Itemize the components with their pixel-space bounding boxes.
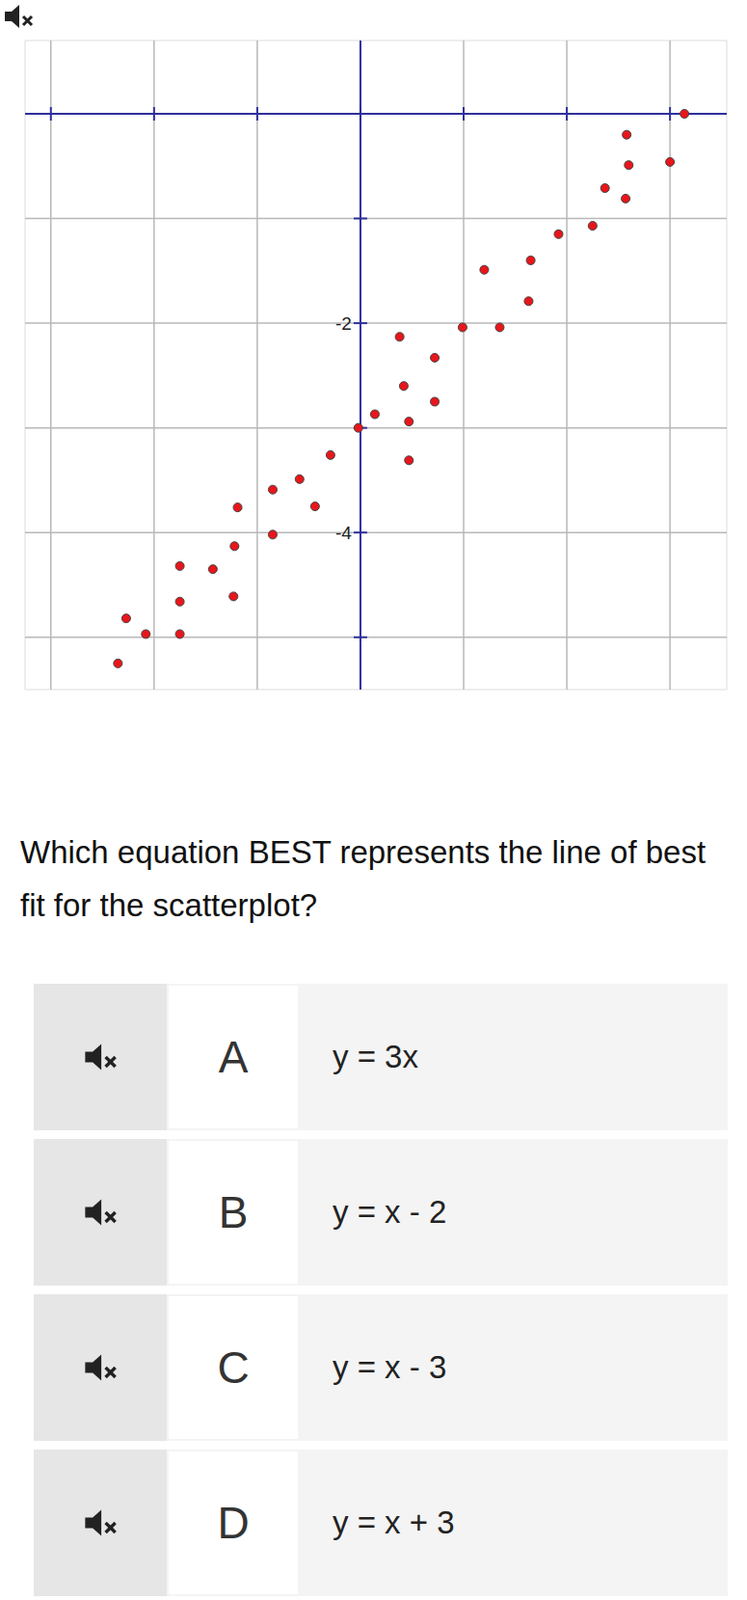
html-text:y = x - 2: y = x - 2 — [332, 1193, 447, 1229]
html-text:y = x - 3: y = x - 3 — [332, 1348, 447, 1385]
html-text:Which equation BEST represents: Which equation BEST represents the line … — [20, 833, 706, 923]
html-text:B: B — [218, 1186, 249, 1237]
html-text:D: D — [217, 1496, 250, 1548]
svg-text:-4: -4 — [335, 522, 352, 543]
html-text:C: C — [217, 1341, 250, 1392]
html-text:y = x + 3: y = x + 3 — [332, 1503, 455, 1540]
svg-text:-2: -2 — [335, 313, 352, 334]
html-text:y = 3x: y = 3x — [332, 1038, 419, 1074]
html-text:A: A — [218, 1031, 249, 1082]
